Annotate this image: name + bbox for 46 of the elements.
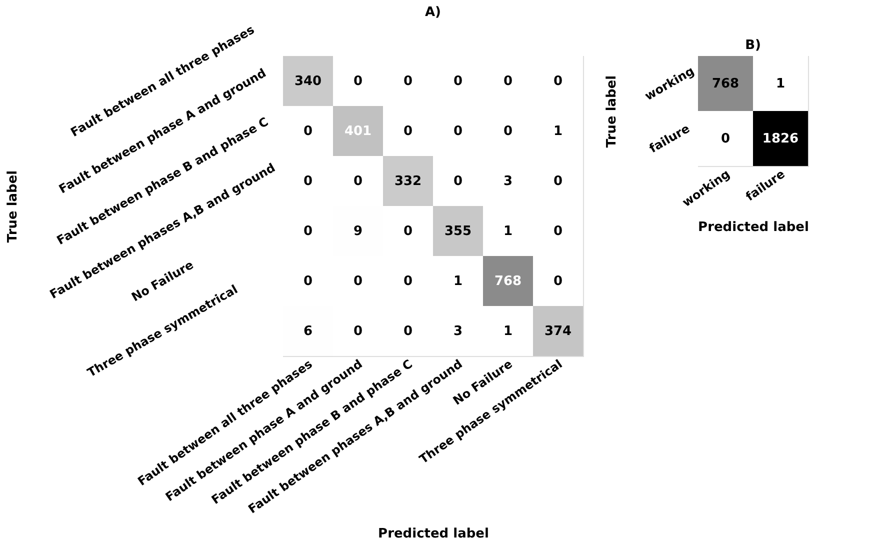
data-label: 0 xyxy=(303,124,313,139)
y-axis-title: True label xyxy=(6,170,20,243)
data-label: 1 xyxy=(503,324,513,339)
data-label: 340 xyxy=(294,74,322,89)
data-label: 0 xyxy=(503,124,513,139)
data-label: 0 xyxy=(303,274,313,289)
data-label: 768 xyxy=(712,76,740,92)
data-label: 332 xyxy=(394,174,422,189)
data-label: 1 xyxy=(453,274,463,289)
data-label: 0 xyxy=(353,174,363,189)
data-label: 0 xyxy=(453,124,463,139)
data-label: 0 xyxy=(453,74,463,89)
data-label: 1 xyxy=(553,124,563,139)
data-label: 374 xyxy=(544,324,572,339)
data-label: 0 xyxy=(503,74,513,89)
x-axis-title: Predicted label xyxy=(378,526,489,542)
data-label: 0 xyxy=(553,274,563,289)
data-label: 3 xyxy=(453,324,463,339)
x-axis-title: Predicted label xyxy=(698,220,809,235)
data-label: 0 xyxy=(353,324,363,339)
data-label: 0 xyxy=(403,224,413,239)
data-label: 355 xyxy=(444,224,472,239)
data-label: 1 xyxy=(503,224,513,239)
data-label: 0 xyxy=(553,74,563,89)
chart-title: B) xyxy=(745,38,761,53)
data-label: 0 xyxy=(403,124,413,139)
data-label: 0 xyxy=(303,224,313,239)
data-label: 0 xyxy=(720,132,730,146)
y-axis-title: True label xyxy=(604,75,620,148)
data-label: 0 xyxy=(453,174,463,189)
data-label: 1826 xyxy=(762,132,799,146)
data-label: 0 xyxy=(353,74,363,89)
chart-title: A) xyxy=(424,4,442,20)
data-label: 0 xyxy=(353,274,363,289)
data-label: 768 xyxy=(494,274,522,289)
data-label: 401 xyxy=(344,124,372,139)
data-label: 9 xyxy=(353,224,363,239)
data-label: 1 xyxy=(776,76,786,92)
data-label: 0 xyxy=(403,324,413,339)
data-label: 0 xyxy=(553,174,563,189)
data-label: 6 xyxy=(303,324,313,339)
data-label: 0 xyxy=(553,224,563,239)
data-label: 3 xyxy=(503,174,513,189)
data-label: 0 xyxy=(403,274,413,289)
data-label: 0 xyxy=(403,74,413,89)
data-label: 0 xyxy=(303,174,313,189)
